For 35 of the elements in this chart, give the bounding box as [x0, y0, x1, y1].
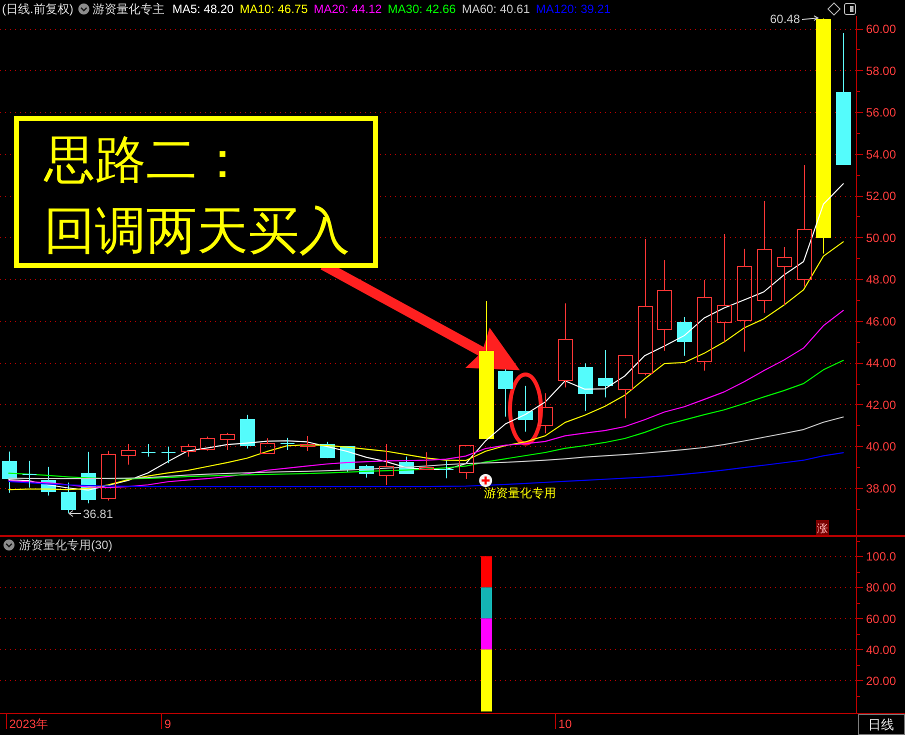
x-tick-label: 10: [558, 717, 572, 731]
button: 日线: [858, 714, 905, 735]
y-tick-label: 52.00: [866, 189, 896, 204]
y-tick-label: 58.00: [866, 64, 896, 78]
legend: MA5: 48.20 MA10: 46.75 MA20: 44.12 MA30: 42.66 MA60: 40.61 MA120: 39.21: [172, 2, 611, 16]
note: 36.81: [68, 507, 114, 521]
y-tick-label: 48.00: [866, 272, 896, 287]
y-tick-label: 60.00: [866, 22, 896, 36]
y-tick-label: 46.00: [866, 314, 896, 328]
annotation: 游资量化专用: [484, 486, 556, 500]
annotation: 36.81: [83, 507, 114, 521]
y-tick-label: 42.00: [866, 398, 896, 412]
y-tick-label: 60.00: [866, 612, 896, 626]
y-tick-label: 20.00: [866, 674, 896, 688]
y-tick-label: 54.00: [866, 147, 896, 162]
x-tick-label: 9: [164, 717, 172, 731]
callout: 思路二： 回调两天买入: [14, 116, 378, 268]
y-tick-label: 100.0: [866, 550, 896, 564]
y-tick-label: 80.00: [866, 580, 896, 595]
y-tick-label: 40.00: [866, 642, 896, 657]
titles: 游资量化专用(30): [4, 538, 112, 552]
note: 60.48: [770, 12, 819, 26]
x-tick-label: 2023年: [9, 717, 48, 731]
chart-title: (日线.前复权): [2, 2, 74, 16]
annotation: 思路二：: [43, 131, 248, 188]
y-tick-label: 56.00: [866, 106, 896, 120]
annotation: 60.48: [770, 12, 800, 26]
annotation: 回调两天买入: [44, 202, 350, 259]
y-tick-label: 38.00: [866, 482, 896, 496]
tag: 涨: [816, 520, 829, 535]
annotation: 涨: [817, 523, 828, 535]
y-tick-label: 50.00: [866, 230, 896, 245]
y-tick-label: 40.00: [866, 440, 896, 454]
chart-subtitle: 游资量化专主: [92, 2, 164, 16]
y-tick-label: 44.00: [866, 356, 896, 370]
